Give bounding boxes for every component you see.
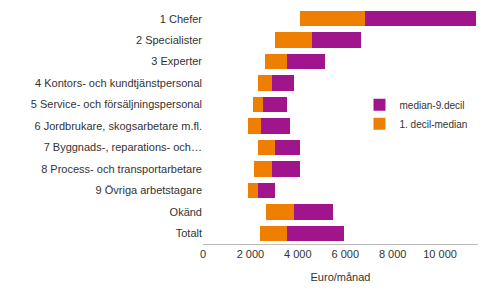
svg-text:7 Byggnads-, reparations- och…: 7 Byggnads-, reparations- och… [44,141,202,153]
svg-text:3 Experter: 3 Experter [151,55,202,67]
svg-text:2 000: 2 000 [237,248,265,260]
svg-text:Euro/månad: Euro/månad [311,271,371,283]
svg-text:6 000: 6 000 [331,248,359,260]
svg-text:2 Specialister: 2 Specialister [136,34,202,46]
svg-text:Okänd: Okänd [170,206,202,218]
svg-text:1. decil-median: 1. decil-median [400,119,468,130]
svg-text:Totalt: Totalt [176,227,202,239]
svg-text:8 000: 8 000 [379,248,407,260]
svg-text:6 Jordbrukare, skogsarbetare m: 6 Jordbrukare, skogsarbetare m.fl. [34,120,202,132]
svg-text:median-9.decil: median-9.decil [400,100,465,111]
svg-text:4 Kontors- och kundtjänstperso: 4 Kontors- och kundtjänstpersonal [35,77,202,89]
svg-text:0: 0 [200,248,206,260]
svg-text:9 Övriga arbetstagare: 9 Övriga arbetstagare [96,184,202,196]
svg-text:1 Chefer: 1 Chefer [160,13,203,25]
svg-text:5 Service- och försäljningsper: 5 Service- och försäljningspersonal [31,98,202,110]
svg-text:10 000: 10 000 [423,248,457,260]
svg-text:4 000: 4 000 [284,248,312,260]
svg-text:8 Process- och transportarbeta: 8 Process- och transportarbetare [41,163,202,175]
